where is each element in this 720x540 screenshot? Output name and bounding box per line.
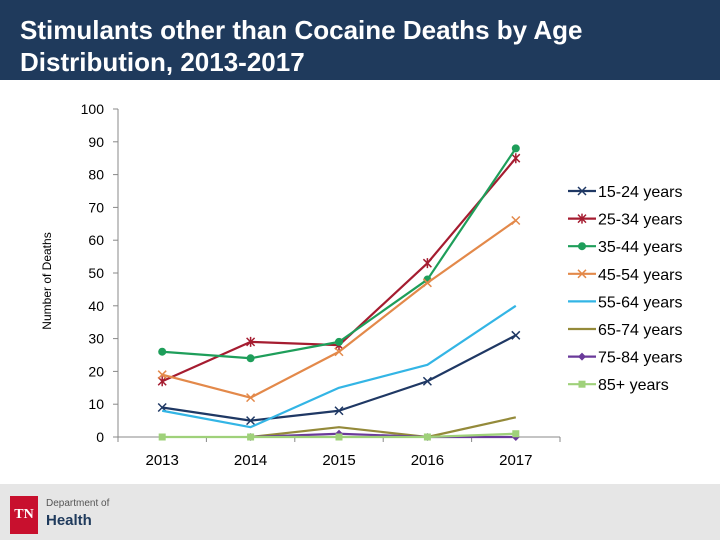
logo-health: Health [46,512,92,529]
legend-marker [577,186,587,196]
legend-label: 15-24 years [598,184,683,201]
series-line [161,219,517,399]
legend-label: 45-54 years [598,267,683,284]
page-title: Stimulants other than Cocaine Deaths by … [20,15,583,77]
legend-item: 65-74 years [568,322,683,339]
tn-logo: TN [10,496,38,534]
legend-label: 75-84 years [598,350,683,367]
series-45-54-years [157,215,521,403]
series-35-44-years [158,144,520,363]
y-tick-label: 30 [88,331,104,347]
y-tick-label: 70 [88,199,104,215]
x-tick-label: 2017 [499,452,532,469]
y-tick-label: 20 [88,363,104,379]
data-point [246,354,255,363]
data-point [511,153,521,164]
data-point [158,347,167,356]
data-point [423,433,431,441]
x-tick-label: 2016 [411,452,444,469]
y-tick-label: 40 [88,298,104,314]
data-point [422,258,432,269]
title-bar: Stimulants other than Cocaine Deaths by … [0,0,720,80]
series-line [250,432,516,439]
legend-label: 25-34 years [598,212,683,229]
data-point [335,433,343,441]
y-tick-label: 10 [88,396,104,412]
data-point [422,278,432,288]
series-15-24-years [157,330,521,426]
data-point [512,430,520,438]
data-point [246,393,256,403]
data-point [511,215,521,226]
data-point [511,144,520,153]
x-tick-label: 2015 [322,452,355,469]
line-chart: 0 10 20 30 40 50 60 70 80 90 100 2013 2014 2015 2016 20… [40,101,683,469]
legend-item: 35-44 years [568,239,683,256]
legend-marker [578,352,586,361]
y-axis-title: Number of Deaths [40,232,54,329]
chart-legend: 15-24 years 25-34 years 35-44 years 45-54 y… [568,184,683,394]
legend-marker [577,213,587,224]
legend-item: 25-34 years [568,212,683,229]
series-55-64-years [161,304,517,429]
y-tick-label: 80 [88,167,104,183]
data-point [422,376,432,386]
data-point [511,330,521,340]
legend-marker [578,380,586,388]
legend-label: 35-44 years [598,239,683,256]
logo-department: Department of [46,498,110,509]
legend-marker [578,242,586,251]
x-tick-label: 2014 [234,452,267,469]
data-point [247,433,255,441]
data-point [335,337,343,346]
data-point [158,433,166,441]
y-tick-label: 50 [88,265,104,281]
legend-item: 55-64 years [568,294,683,311]
legend-marker [577,269,587,279]
legend-label: 65-74 years [598,322,683,339]
series-line [162,147,517,360]
footer [0,484,720,540]
legend-label: 85+ years [598,377,669,394]
data-point [334,406,344,416]
legend-item: 75-84 years [568,350,683,367]
y-tick-label: 100 [81,101,105,117]
legend-label: 55-64 years [598,294,683,311]
y-tick-label: 60 [88,232,104,248]
chart-series [157,144,521,441]
data-point [157,376,167,387]
data-point [246,416,256,426]
data-point [157,370,167,380]
chart-axes: 0 10 20 30 40 50 60 70 80 90 100 2013 2014 2015 2016 20… [40,101,561,469]
legend-item: 45-54 years [568,267,683,284]
series-85-years [158,430,520,441]
series-line [250,416,517,439]
data-point [246,336,256,347]
data-point [334,347,344,357]
y-tick-label: 90 [88,134,104,150]
y-tick-label: 0 [96,429,104,445]
legend-item: 85+ years [568,377,669,394]
series-65-74-years [250,416,517,439]
legend-item: 15-24 years [568,184,683,201]
series-line [161,304,517,429]
x-tick-label: 2013 [146,452,179,469]
